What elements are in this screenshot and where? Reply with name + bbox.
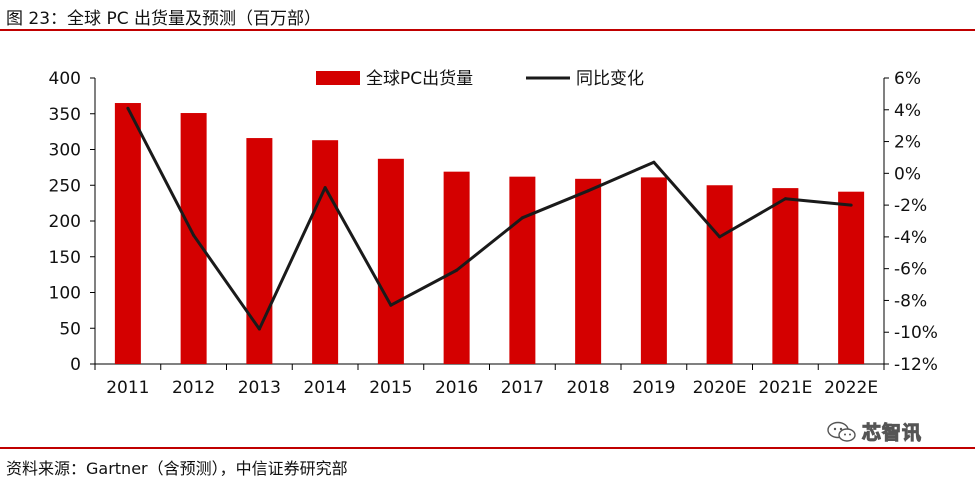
watermark-text: 芯智讯 — [861, 422, 923, 445]
right-tick-label: -10% — [894, 323, 938, 343]
bottom-rule — [0, 447, 975, 449]
bar — [377, 158, 404, 364]
bar — [706, 185, 733, 364]
right-tick-label: -8% — [894, 291, 927, 311]
left-tick-label: 400 — [49, 69, 81, 89]
line-point — [323, 186, 327, 190]
x-tick-label: 2012 — [172, 378, 215, 398]
line-point — [652, 160, 656, 164]
x-tick-label: 2016 — [435, 378, 478, 398]
x-tick-label: 2019 — [632, 378, 675, 398]
right-tick-label: -2% — [894, 196, 927, 216]
watermark: 芯智讯 — [826, 418, 922, 445]
x-tick-label: 2014 — [303, 378, 346, 398]
bar — [443, 171, 470, 364]
x-tick-label: 2021E — [758, 378, 812, 398]
line-point — [455, 268, 459, 272]
legend-label-bar: 全球PC出货量 — [366, 69, 473, 89]
left-tick-label: 300 — [49, 141, 81, 161]
bar — [575, 178, 602, 364]
x-tick-label: 2011 — [106, 378, 149, 398]
left-tick-label: 50 — [59, 319, 81, 339]
right-tick-label: 2% — [894, 133, 921, 153]
left-tick-label: 150 — [49, 248, 81, 268]
left-tick-label: 0 — [70, 355, 81, 375]
line-point — [389, 303, 393, 307]
right-tick-label: 4% — [894, 101, 921, 121]
chart: 0 50 100 150 200 250 300 350 400 -12% -10% -8% -6% -4… — [49, 69, 938, 398]
top-rule — [0, 29, 975, 31]
right-tick-label: 0% — [894, 164, 921, 184]
line-point — [849, 203, 853, 207]
x-tick-label: 2022E — [824, 378, 878, 398]
bar — [509, 176, 536, 364]
x-tick-label: 2015 — [369, 378, 412, 398]
bar — [640, 177, 667, 364]
wechat-icon — [827, 421, 856, 442]
right-tick-label: -6% — [894, 260, 927, 280]
line-point — [586, 189, 590, 193]
left-tick-label: 250 — [49, 176, 81, 196]
x-tick-label: 2013 — [238, 378, 281, 398]
bar — [838, 191, 865, 364]
x-tick-label: 2018 — [566, 378, 609, 398]
bar — [312, 140, 339, 364]
legend-swatch-bar — [316, 71, 360, 85]
bar — [180, 113, 207, 364]
x-tick-label: 2017 — [501, 378, 544, 398]
x-tick-label: 2020E — [693, 378, 747, 398]
right-tick-label: 6% — [894, 69, 921, 89]
right-tick-label: -12% — [894, 355, 938, 375]
source-note: 资料来源：Gartner（含预测），中信证券研究部 — [6, 459, 348, 478]
figure-title: 图 23：全球 PC 出货量及预测（百万部） — [6, 9, 321, 29]
bar — [772, 188, 799, 364]
bar — [114, 103, 141, 365]
line-point — [520, 216, 524, 220]
left-tick-label: 200 — [49, 212, 81, 232]
legend-label-line: 同比变化 — [576, 69, 644, 89]
line-point — [257, 327, 261, 331]
line-point — [126, 106, 130, 110]
line-point — [192, 233, 196, 237]
left-tick-label: 100 — [49, 284, 81, 304]
right-tick-label: -4% — [894, 228, 927, 248]
left-tick-label: 350 — [49, 105, 81, 125]
line-point — [718, 235, 722, 239]
series-line — [126, 107, 852, 331]
line-point — [783, 197, 787, 201]
